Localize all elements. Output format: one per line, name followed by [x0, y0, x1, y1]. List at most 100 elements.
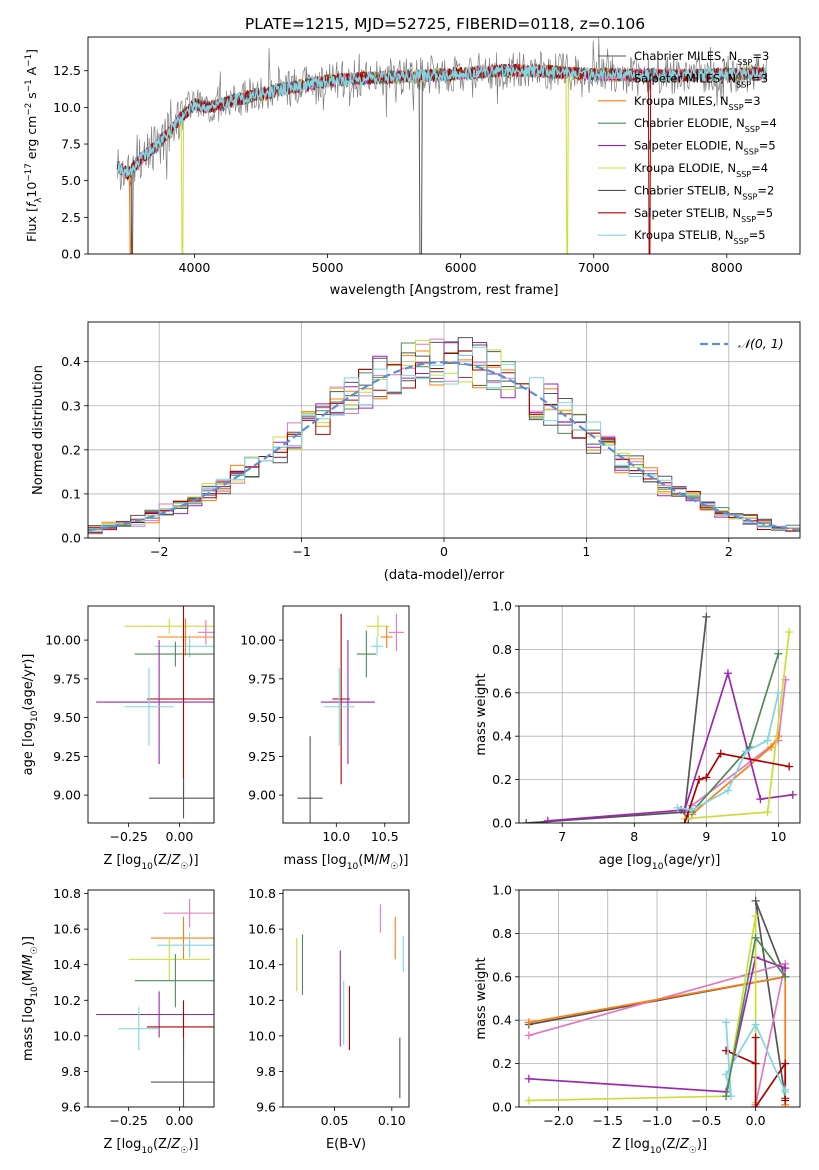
y-tick-label: 0.0: [61, 531, 81, 546]
x-tick-label: 1: [582, 544, 590, 559]
y-tick-label: 9.8: [61, 1064, 81, 1079]
y-axis-label: age [log10(age/yr)]: [21, 654, 40, 776]
series-marker: [781, 1096, 790, 1105]
series-marker: [741, 747, 750, 756]
y-tick-label: 0.1: [61, 486, 81, 501]
x-axis-label: mass [log10(M/M☉)]: [284, 853, 409, 872]
series-marker: [756, 795, 765, 804]
series-line-salpeter-elodie: [528, 956, 786, 1093]
series-line-kroupa-elodie: [528, 915, 757, 1103]
histogram-step-kroupa-stelib: [88, 346, 800, 532]
x-tick-label: 0.0: [746, 1113, 766, 1128]
y-tick-label: 12.5: [53, 63, 81, 78]
y-tick-label: 10.00: [45, 633, 81, 648]
x-tick-label: −2: [150, 544, 168, 559]
x-axis-label: Z [log10(Z/Z☉)]: [103, 853, 198, 872]
series-marker: [751, 1059, 760, 1068]
y-tick-label: 0.0: [61, 247, 81, 262]
x-tick-label: 0.00: [166, 1113, 194, 1128]
legend-entry: Salpeter ELODIE, NSSP=5: [634, 139, 776, 157]
y-tick-label: 2.5: [61, 210, 81, 225]
x-tick-label: 0.00: [166, 829, 194, 844]
series-marker: [774, 732, 783, 741]
x-tick-label: 0.05: [321, 1113, 349, 1128]
series-marker: [751, 933, 760, 942]
x-tick-label: 5000: [312, 260, 344, 275]
legend-entry: Chabrier MILES, NSSP=3: [634, 49, 769, 67]
y-tick-label: 0.2: [492, 1056, 512, 1071]
spectrum-data-line: [116, 37, 767, 191]
x-tick-label: 9: [702, 829, 710, 844]
series-marker: [781, 1085, 790, 1094]
y-tick-label: 0.4: [61, 354, 81, 369]
series-marker: [723, 786, 732, 795]
series-marker: [723, 669, 732, 678]
x-axis-label: (data-model)/error: [384, 568, 505, 583]
x-tick-label: 10.0: [322, 829, 350, 844]
x-tick-label: −1: [292, 544, 310, 559]
y-tick-label: 0.0: [492, 1100, 512, 1115]
series-marker: [781, 964, 790, 973]
y-tick-label: 10.6: [53, 922, 81, 937]
series-marker: [781, 972, 790, 981]
y-tick-label: 5.0: [61, 173, 81, 188]
plot-area: [96, 606, 214, 819]
series-marker: [751, 1020, 760, 1029]
legend-entry: Chabrier ELODIE, NSSP=4: [634, 116, 777, 134]
x-tick-label: 7000: [578, 260, 610, 275]
axes-frame: [518, 605, 801, 824]
legend-entry: Kroupa STELIB, NSSP=5: [634, 228, 766, 246]
y-axis-label: mass weight: [474, 673, 489, 755]
y-tick-label: 10.00: [240, 633, 276, 648]
y-tick-label: 7.5: [61, 137, 81, 152]
x-axis-label: wavelength [Angstrom, rest frame]: [330, 283, 559, 298]
y-tick-label: 9.6: [256, 1100, 276, 1115]
series-marker: [751, 896, 760, 905]
series-marker: [751, 912, 760, 921]
plot-area: [522, 612, 797, 823]
series-marker: [680, 819, 689, 823]
series-marker: [785, 762, 794, 771]
x-tick-label: −0.5: [691, 1113, 721, 1128]
series-marker: [767, 743, 776, 752]
y-tick-label: 1.0: [492, 599, 512, 614]
mass-weight-vs-metallicity-panel: −2.0 −1.5 −1.0 −0.5 0.0 0.0 0.2 0.4 0.6 0.8 1.0 Z […: [474, 883, 801, 1156]
residual-histogram-panel: −2 −1 0 1 2 0.0 0.1 0.2 0.3 0.4 (data-model)/error…: [31, 321, 801, 583]
plot-area: [96, 898, 214, 1107]
y-tick-label: 0.6: [492, 969, 512, 984]
y-tick-label: 9.00: [53, 788, 81, 803]
age-vs-metallicity-panel: −0.25 0.00 9.00 9.25 9.50 9.75 10.00 Z [log10(Z…: [21, 605, 215, 872]
x-tick-label: −1.0: [642, 1113, 672, 1128]
axes-frame: [282, 889, 410, 1108]
x-tick-label: −2.0: [543, 1113, 573, 1128]
y-axis-label: Normed distribution: [31, 365, 46, 495]
spectrum-panel: 4000 5000 6000 7000 8000 0.0 2.5 5.0 7.5 10.0 12.5…: [24, 36, 801, 298]
age-vs-mass-panel: 10.0 10.5 9.00 9.25 9.50 9.75 10.00 mass [log10…: [240, 605, 410, 872]
y-tick-label: 0.6: [492, 685, 512, 700]
y-axis-label: Flux [fλ10−17 erg cm−2 s−1 A−1]: [24, 49, 44, 242]
y-tick-label: 9.6: [61, 1100, 81, 1115]
legend: Chabrier MILES, NSSP=3 Salpeter MILES, NS…: [598, 49, 777, 246]
y-tick-label: 0.8: [492, 926, 512, 941]
series-marker: [716, 749, 725, 758]
series-marker: [751, 1103, 760, 1107]
x-tick-label: 10.5: [371, 829, 399, 844]
series-marker: [543, 816, 552, 823]
legend-entry: Salpeter STELIB, NSSP=5: [634, 206, 773, 224]
x-tick-label: 6000: [445, 260, 477, 275]
y-tick-label: 10.0: [248, 1028, 276, 1043]
series-marker: [751, 1033, 760, 1042]
legend-entry: Chabrier STELIB, NSSP=2: [634, 183, 774, 201]
y-tick-label: 10.2: [53, 993, 81, 1008]
y-tick-label: 10.4: [248, 957, 276, 972]
x-tick-label: 8: [630, 829, 638, 844]
plot-area: [296, 904, 404, 1099]
series-line-chabrier-miles: [528, 900, 787, 1099]
axes-frame: [87, 36, 801, 255]
series-marker: [524, 1031, 533, 1040]
axes-frame: [282, 605, 410, 824]
series-marker: [763, 736, 772, 745]
y-tick-label: 10.8: [248, 886, 276, 901]
x-tick-label: 0: [440, 544, 448, 559]
